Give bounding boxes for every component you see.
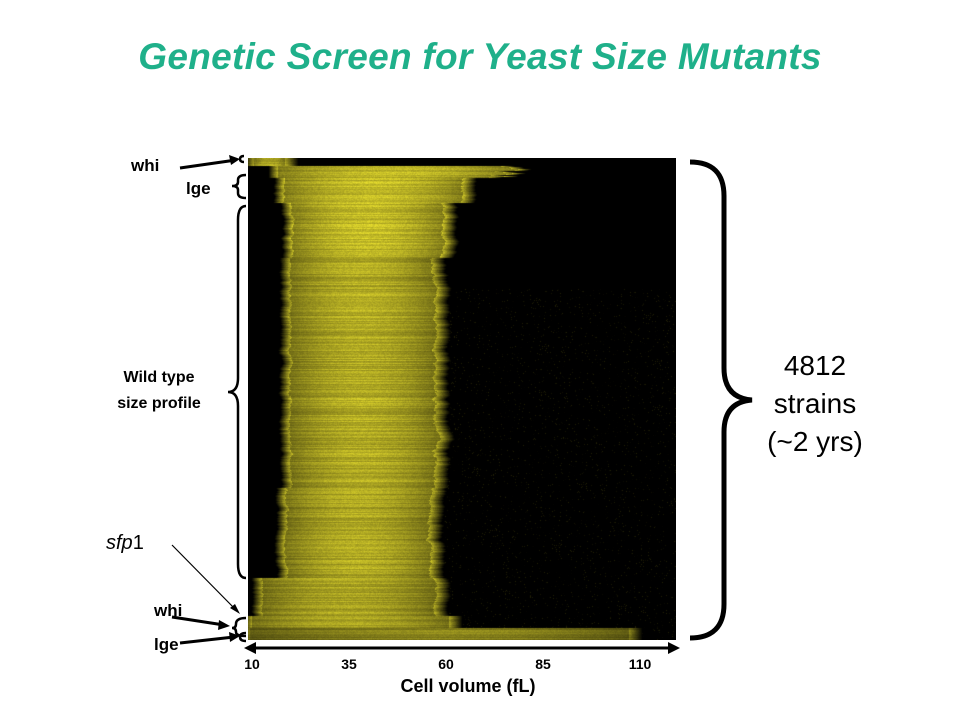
x-axis-label: Cell volume (fL) [400,676,536,696]
x-tick-label: 35 [341,656,357,672]
sfp1-label: sfp1 [106,532,144,555]
whi-top-bracket [179,154,245,170]
strains-duration: (~2 yrs) [767,426,863,457]
wild-type-line2: size profile [117,395,201,412]
x-tick-label: 60 [438,656,454,672]
strains-word: strains [773,388,857,419]
x-axis-arrow [244,642,680,654]
x-tick-label: 110 [628,656,652,672]
lge-top-label: lge [186,179,211,198]
whi-bottom-label: whi [154,601,183,620]
lge-bottom-bracket [179,631,247,645]
size-profile-heatmap [248,158,676,640]
sfp1-suffix: 1 [132,532,144,554]
wild-type-label: Wild type size profile [86,365,232,417]
strains-count: 4812 [783,350,847,381]
lge-bottom-label: lge [154,635,179,654]
x-tick-label: 85 [535,656,551,672]
x-tick-label: 10 [244,656,260,672]
whi-top-label: whi [131,156,160,175]
whi-bottom-bracket [171,615,247,638]
sfp1-prefix: sfp [106,532,133,554]
wild-type-line1: Wild type [123,369,195,386]
lge-top-bracket [231,173,247,200]
strains-label: 4812 strains (~2 yrs) [740,347,890,461]
page-title: Genetic Screen for Yeast Size Mutants [138,36,822,77]
